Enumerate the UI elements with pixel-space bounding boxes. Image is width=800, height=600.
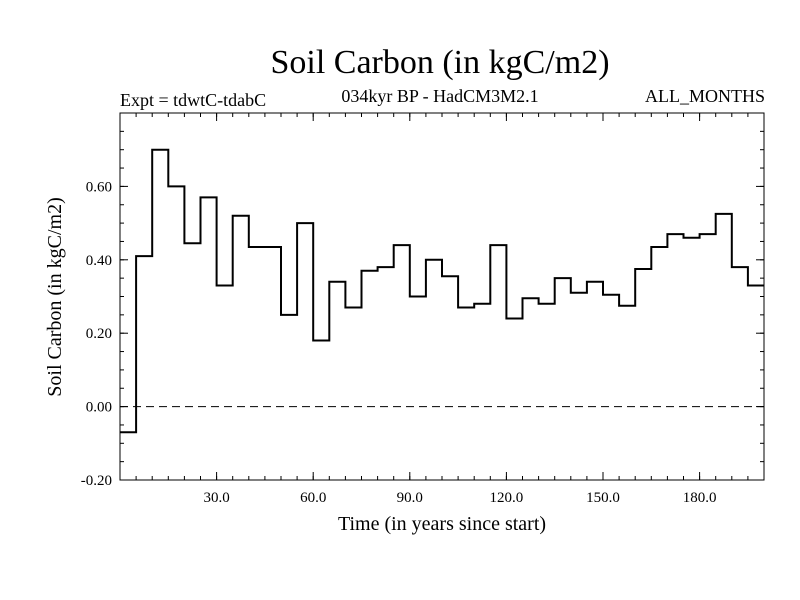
series-line [120,148,764,434]
x-tick-labels: 30.0 60.0 90.0 120.0 150.0 180.0 [203,490,716,506]
y-tick-label: 0.00 [86,400,112,416]
x-tick-label: 150.0 [586,490,620,506]
months-label: ALL_MONTHS [645,86,765,106]
x-tick-label: 60.0 [300,490,326,506]
major-ticks [120,113,764,481]
x-axis-label: Time (in years since start) [338,513,546,535]
y-tick-label: -0.20 [81,473,112,489]
x-tick-label: 90.0 [397,490,423,506]
y-tick-labels: -0.20 0.00 0.20 0.40 0.60 [81,179,112,489]
chart-title: Soil Carbon (in kgC/m2) [270,44,610,81]
plot-frame [119,112,765,481]
y-tick-label: 0.60 [86,179,112,195]
x-tick-label: 30.0 [203,490,229,506]
y-tick-label: 0.40 [86,253,112,269]
y-axis-label: Soil Carbon (in kgC/m2) [44,197,66,396]
x-tick-label: 180.0 [683,490,717,506]
x-tick-label: 120.0 [490,490,524,506]
chart-subtitle: 034kyr BP - HadCM3M2.1 [341,86,539,106]
minor-ticks [120,113,764,480]
experiment-label: Expt = tdwtC-tdabC [120,90,267,110]
y-tick-label: 0.20 [86,326,112,342]
